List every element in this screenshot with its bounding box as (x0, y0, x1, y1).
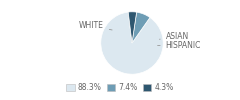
Legend: 88.3%, 7.4%, 4.3%: 88.3%, 7.4%, 4.3% (63, 80, 177, 95)
Text: HISPANIC: HISPANIC (158, 41, 201, 50)
Wedge shape (101, 12, 163, 74)
Text: WHITE: WHITE (79, 21, 112, 30)
Wedge shape (132, 12, 150, 43)
Wedge shape (128, 12, 137, 43)
Text: ASIAN: ASIAN (159, 32, 189, 41)
